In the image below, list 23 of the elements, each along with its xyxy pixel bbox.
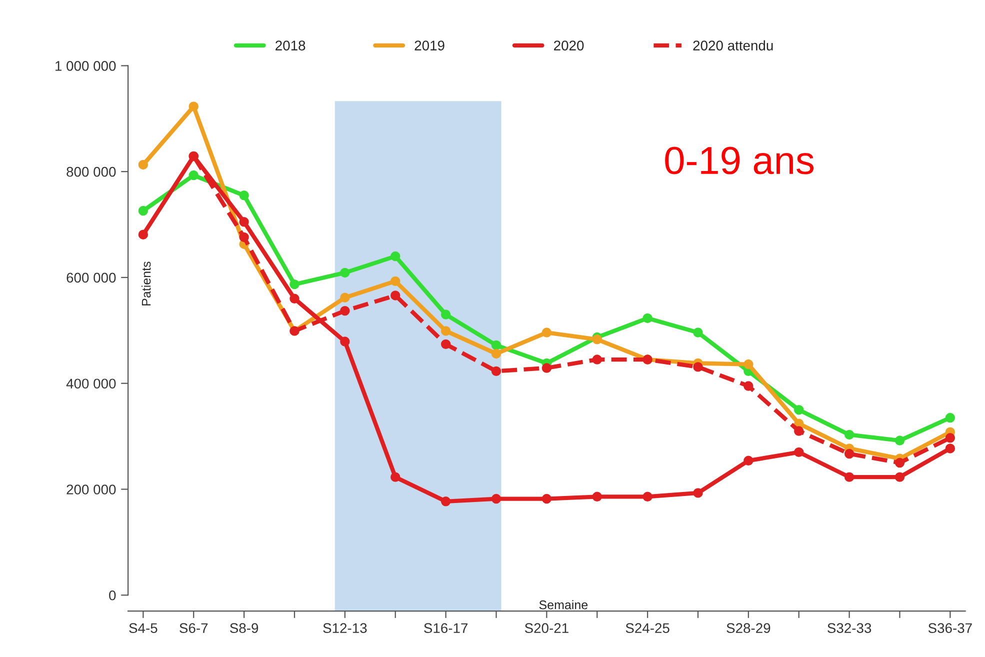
x-tick-label: S4-5 [129, 623, 158, 634]
y-tick-label: 1 000 000 [56, 61, 116, 71]
x-axis-title: Semaine [539, 600, 588, 610]
y-tick-label: 200 000 [66, 484, 116, 494]
x-tick-label: S8-9 [230, 623, 258, 634]
y-tick-label: 600 000 [66, 272, 116, 283]
x-tick-label: S20-21 [524, 623, 568, 634]
x-tick-label: S24-25 [626, 623, 670, 634]
y-tick-label: 400 000 [66, 378, 116, 389]
y-axis-title: Patients [142, 262, 151, 306]
y-tick-label: 800 000 [66, 166, 116, 177]
x-tick-label: S6-7 [180, 623, 208, 634]
x-tick-label: S32-33 [828, 623, 872, 634]
legend-label: 2018 [276, 40, 306, 50]
legend-label: 2020 [554, 40, 584, 50]
annotation: 0-19 ans [665, 146, 814, 174]
x-tick-label: S16-17 [424, 623, 468, 634]
x-tick-label: S36-37 [928, 623, 972, 634]
x-tick-label: S28-29 [726, 623, 770, 634]
x-tick-label: S12-13 [323, 623, 367, 634]
y-tick-label: 0 [109, 590, 116, 600]
legend-label: 2019 [414, 40, 444, 50]
legend-label: 2020 attendu [693, 40, 773, 50]
